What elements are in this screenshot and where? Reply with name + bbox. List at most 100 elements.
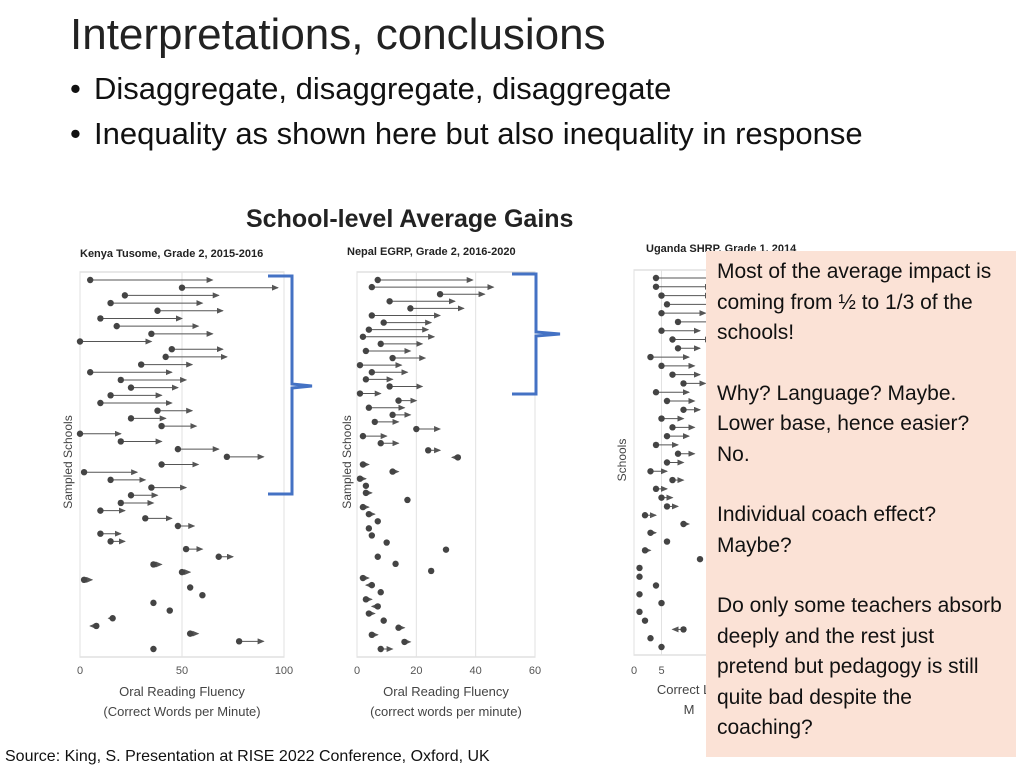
school-dot — [174, 445, 182, 453]
school-dot — [669, 336, 676, 343]
kenya-chart: 0 50 100 Oral Reading Fluency (Correct Words… — [61, 271, 293, 719]
school-dot — [356, 361, 364, 369]
school-dot — [647, 468, 654, 475]
school-dot — [680, 380, 687, 387]
school-dot — [127, 384, 135, 391]
school-dot — [641, 617, 649, 624]
school-dot — [658, 643, 665, 651]
school-dot — [377, 440, 384, 447]
school-dot — [97, 315, 104, 322]
school-dot — [362, 347, 370, 355]
school-dot — [87, 369, 94, 376]
school-dot — [178, 284, 186, 291]
school-dot — [696, 555, 704, 563]
school-dot — [117, 438, 124, 445]
x-tick-label: 50 — [176, 665, 188, 677]
school-dot — [107, 392, 114, 399]
x-tick-label: 0 — [631, 665, 637, 677]
school-dot — [368, 581, 376, 589]
x-tick-label: 5 — [658, 665, 664, 677]
x-axis-label-units: (Correct Words per Minute) — [103, 704, 260, 719]
school-dot — [674, 318, 682, 326]
school-dot — [663, 538, 671, 545]
school-dot — [636, 608, 643, 616]
school-dot — [652, 274, 660, 282]
school-dot — [359, 432, 367, 440]
school-dot — [674, 345, 682, 352]
x-tick-label: 60 — [529, 665, 541, 677]
school-dot — [127, 415, 135, 422]
nepal-bracket — [512, 272, 561, 396]
school-dot — [427, 567, 435, 575]
school-dot — [97, 530, 104, 537]
school-dot — [186, 630, 194, 637]
school-dot — [362, 482, 370, 489]
school-dot — [663, 459, 671, 466]
school-dot — [174, 522, 182, 530]
school-dot — [652, 283, 660, 290]
nepal-panel-title: Nepal EGRP, Grade 2, 2016-2020 — [347, 246, 516, 258]
school-dot — [365, 510, 373, 518]
school-dot — [377, 589, 384, 596]
school-dot — [142, 515, 149, 522]
school-dot — [401, 638, 408, 646]
school-dot — [680, 406, 687, 413]
school-dot — [127, 492, 135, 499]
school-dot — [368, 369, 376, 376]
school-dot — [150, 645, 157, 653]
school-dot — [658, 309, 665, 317]
y-axis-label: Sampled Schools — [340, 415, 354, 508]
school-dot — [109, 615, 116, 622]
plot-frame — [356, 271, 536, 658]
callout-paragraph: Why? Language? Maybe. Lower base, hence … — [717, 381, 970, 466]
school-dot — [680, 626, 687, 633]
school-dot — [362, 376, 370, 383]
nepal-chart: 0 20 40 60 Oral Reading Fluency (correct word… — [340, 271, 541, 719]
bullet-item: • Disaggregate, disaggregate, disaggregat… — [70, 70, 890, 107]
school-dot — [658, 292, 665, 299]
x-tick-label: 40 — [470, 665, 482, 677]
school-dot — [117, 499, 124, 507]
school-dot — [93, 622, 100, 630]
callout-box: Most of the average impact is coming fro… — [706, 251, 1016, 757]
school-dot — [162, 353, 169, 361]
school-dot — [647, 635, 654, 642]
school-dot — [374, 603, 381, 610]
uganda-chart: 0 5 Correct Let M Schools — [615, 269, 706, 717]
school-dot — [365, 610, 373, 617]
school-dot — [647, 353, 654, 361]
school-dot — [76, 338, 84, 345]
school-dot — [374, 518, 381, 525]
nepal-bracket-path — [512, 272, 561, 396]
school-dot — [436, 290, 444, 298]
school-dot — [80, 468, 88, 476]
kenya-panel-title: Kenya Tusome, Grade 2, 2015-2016 — [80, 248, 264, 260]
school-dot — [166, 607, 173, 614]
school-dot — [442, 546, 450, 553]
school-dot — [368, 532, 376, 539]
school-dot — [359, 574, 367, 582]
school-dot — [148, 484, 155, 491]
school-dot — [386, 383, 393, 390]
callout-paragraph: Do only some teachers absorb deeply and … — [717, 594, 1002, 739]
kenya-bracket — [268, 274, 313, 496]
school-dot — [647, 529, 654, 536]
school-dot — [362, 489, 370, 497]
school-dot — [365, 404, 373, 411]
school-dot — [407, 305, 414, 312]
school-dot — [658, 327, 665, 334]
school-dot — [377, 340, 384, 348]
school-dot — [392, 560, 399, 568]
school-dot — [138, 361, 145, 368]
school-dot — [658, 362, 665, 370]
school-dot — [374, 276, 381, 284]
x-axis-label: Correct Let — [657, 682, 706, 697]
school-dot — [186, 584, 194, 591]
y-axis-label: Sampled Schools — [61, 415, 75, 508]
callout-paragraph: Individual coach effect? Maybe? — [717, 503, 937, 557]
school-dot — [365, 326, 373, 333]
chart-heading: School-level Average Gains — [246, 205, 574, 233]
x-axis-label-units: (correct words per minute) — [370, 704, 522, 719]
school-dot — [368, 312, 376, 319]
school-dot — [356, 475, 364, 482]
